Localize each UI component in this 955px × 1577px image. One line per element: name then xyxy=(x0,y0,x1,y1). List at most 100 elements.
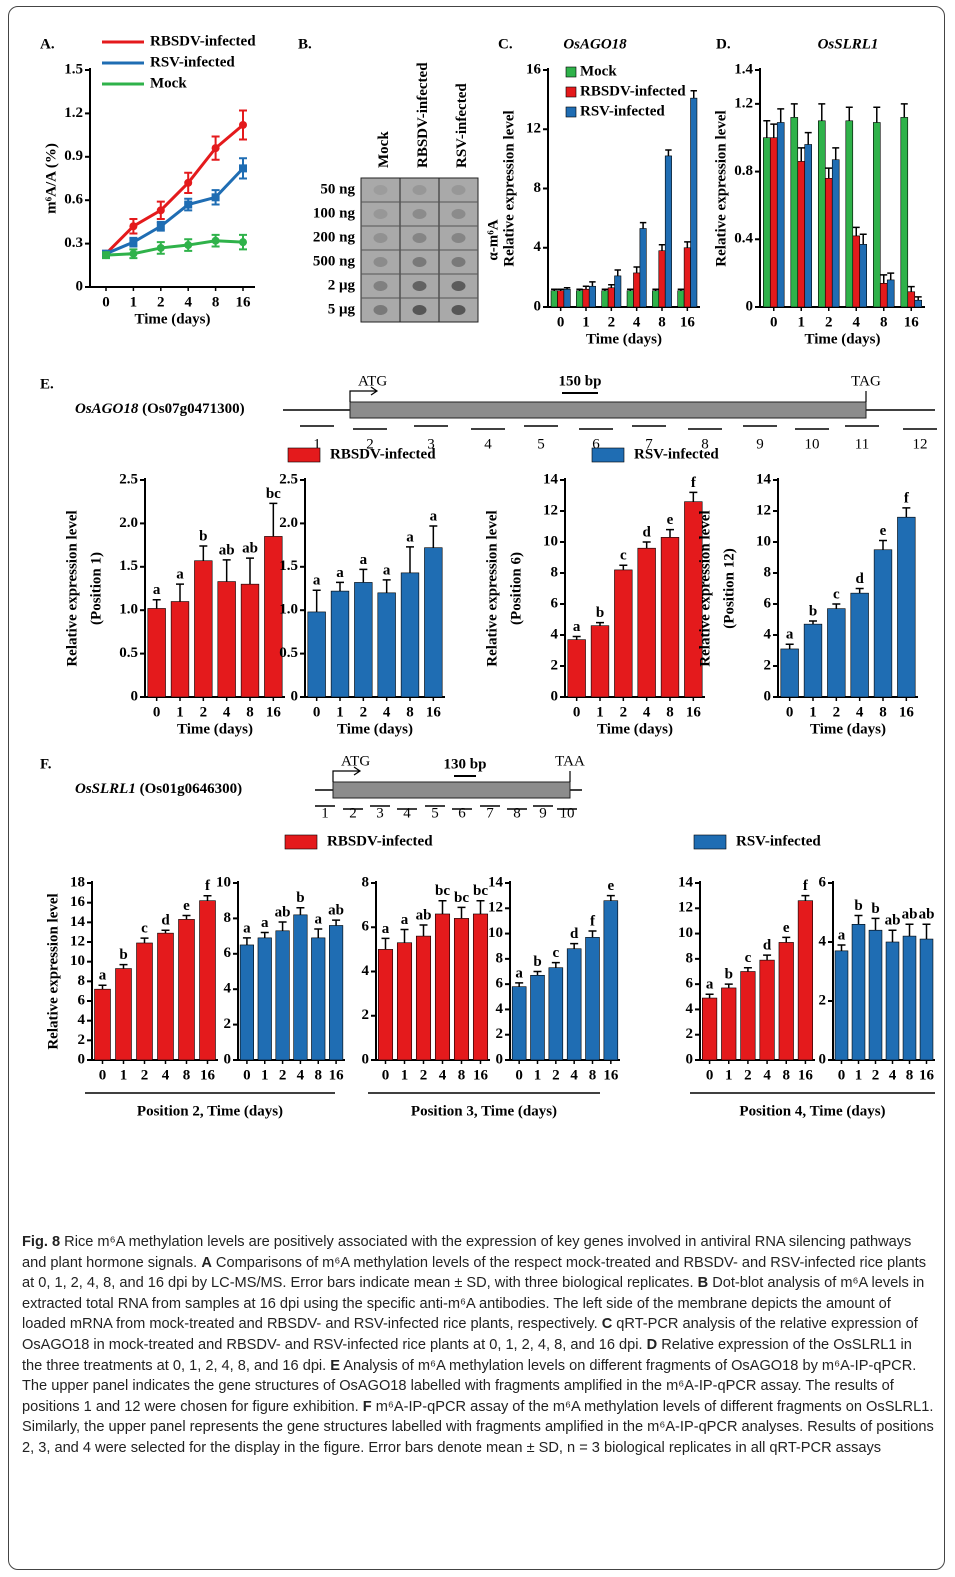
y-tick-label: 6 xyxy=(686,976,694,992)
y-tick-label: 2 xyxy=(819,992,827,1008)
x-tick-label: 8 xyxy=(458,1067,466,1083)
bar xyxy=(886,942,899,1060)
y-tick-label: 10 xyxy=(488,925,503,941)
error-bar xyxy=(782,937,790,942)
x-tick-label: 2 xyxy=(420,1067,428,1083)
y-axis-title: Relative expression level xyxy=(45,893,61,1049)
x-tick-label: 16 xyxy=(473,1067,489,1083)
x-tick-label: 4 xyxy=(643,704,651,720)
error-bar xyxy=(477,901,485,914)
bar xyxy=(137,943,153,1060)
y-axis-title: Relative expression level xyxy=(484,510,500,666)
significance-letter: a xyxy=(383,562,391,578)
x-tick-label: 1 xyxy=(798,314,806,330)
column-label: Mock xyxy=(376,131,392,168)
dot xyxy=(413,209,427,219)
error-bar xyxy=(818,104,825,121)
column-label: RSV-infected xyxy=(454,83,470,168)
marker xyxy=(157,244,165,252)
x-tick-label: 2 xyxy=(825,314,833,330)
legend-label: RBSDV-infected xyxy=(327,833,433,849)
x-tick-label: 1 xyxy=(336,704,344,720)
significance-letter: a xyxy=(786,627,794,643)
bar xyxy=(638,548,656,697)
row-label: 50 ng xyxy=(320,181,355,197)
x-tick-label: 2 xyxy=(872,1067,880,1083)
bar xyxy=(564,289,570,307)
x-tick-label: 2 xyxy=(608,314,616,330)
error-bar xyxy=(420,925,428,936)
y-tick-label: 1.5 xyxy=(119,558,138,574)
dot xyxy=(452,233,466,243)
bar xyxy=(633,273,639,307)
scale-label: 130 bp xyxy=(444,756,487,772)
dot xyxy=(413,257,427,267)
panel-label: D. xyxy=(716,36,731,52)
fragment-number: 3 xyxy=(376,805,384,821)
significance-letter: b xyxy=(725,967,733,983)
significance-letter: b xyxy=(296,890,304,906)
bar xyxy=(354,582,372,697)
gene-label: OsAGO18 (Os07g0471300) xyxy=(75,401,245,417)
bar xyxy=(852,924,865,1060)
marker xyxy=(129,222,137,230)
significance-letter: d xyxy=(855,571,864,587)
bar xyxy=(652,291,658,307)
x-tick-label: 0 xyxy=(102,294,110,310)
y-tick-label: 4 xyxy=(362,963,370,979)
caption-panel: C xyxy=(602,1316,613,1332)
y-tick-label: 4 xyxy=(496,1001,504,1017)
group-label: Position 4, Time (days) xyxy=(739,1103,885,1119)
bar xyxy=(331,591,349,697)
significance-letter: bc xyxy=(435,883,450,899)
y-tick-label: 0.9 xyxy=(64,148,83,164)
significance-letter: b xyxy=(809,603,817,619)
significance-letter: bc xyxy=(266,486,281,502)
fragment-number: 10 xyxy=(560,805,575,821)
bar xyxy=(873,122,880,307)
marker xyxy=(184,179,192,187)
y-axis-title: (Position 1) xyxy=(88,552,104,625)
bar xyxy=(397,943,411,1060)
bar xyxy=(805,144,812,307)
significance-letter: b xyxy=(596,605,604,621)
significance-letter: a xyxy=(838,927,846,943)
bar xyxy=(589,286,595,307)
error-bar xyxy=(596,623,604,626)
x-tick-label: 4 xyxy=(439,1067,447,1083)
significance-letter: e xyxy=(667,512,674,528)
legend-label: RBSDV-infected xyxy=(150,33,256,49)
significance-letter: f xyxy=(904,490,910,506)
error-bar xyxy=(619,565,627,570)
y-tick-label: 4 xyxy=(551,626,559,642)
caption-panel: F xyxy=(363,1399,372,1415)
row-label: 200 ng xyxy=(313,229,356,245)
error-bar xyxy=(640,223,646,229)
bar xyxy=(329,925,343,1060)
x-tick-label: 4 xyxy=(763,1067,771,1083)
bar xyxy=(602,291,608,307)
x-tick-label: 16 xyxy=(904,314,920,330)
stop-codon: TAG xyxy=(851,373,881,389)
y-tick-label: 10 xyxy=(70,953,85,969)
error-bar xyxy=(515,983,523,987)
significance-letter: bc xyxy=(473,883,488,899)
x-tick-label: 0 xyxy=(99,1067,107,1083)
x-tick-label: 8 xyxy=(879,704,887,720)
legend-label: RSV-infected xyxy=(634,446,719,462)
significance-letter: ab xyxy=(885,913,901,929)
dot xyxy=(452,185,466,195)
y-tick-label: 0 xyxy=(551,688,559,704)
error-bar xyxy=(908,287,915,292)
error-bar xyxy=(915,297,922,300)
bar xyxy=(627,291,633,307)
x-tick-label: 1 xyxy=(130,294,138,310)
panel-label: C. xyxy=(498,36,513,52)
x-tick-label: 4 xyxy=(856,704,864,720)
error-bar xyxy=(691,91,697,98)
significance-letter: d xyxy=(161,913,170,929)
fragment-number: 8 xyxy=(513,805,521,821)
x-tick-label: 2 xyxy=(552,1067,560,1083)
y-axis-title: m⁶A/A (%) xyxy=(43,143,59,214)
x-tick-label: 2 xyxy=(620,704,628,720)
